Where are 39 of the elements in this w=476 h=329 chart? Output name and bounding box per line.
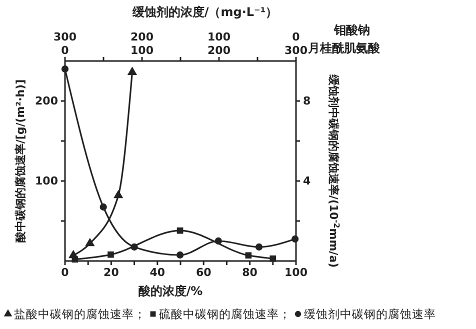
- point: [72, 256, 78, 263]
- point: [176, 251, 184, 259]
- point: [61, 65, 69, 73]
- x2-tick-label: 0: [292, 30, 300, 44]
- x-tick-label: 40: [150, 266, 166, 279]
- point: [176, 227, 184, 234]
- y2-tick-label: 8: [303, 94, 311, 108]
- x-tick-label: 20: [104, 266, 120, 279]
- x2-tick-label: 300: [54, 30, 77, 44]
- x-tick-label: 60: [196, 266, 212, 279]
- y2-tick-label: 4: [303, 174, 311, 188]
- point: [127, 66, 138, 75]
- text: 300: [284, 44, 308, 57]
- text: 100: [130, 44, 154, 57]
- legend-label: 盐酸中碳钢的腐蚀速率；: [14, 307, 146, 321]
- x2-tick-label: 100: [208, 30, 231, 44]
- point: [214, 237, 222, 245]
- text: 月桂酰肌氨酸: [307, 41, 381, 55]
- text: 0: [61, 44, 70, 57]
- x-tick-label: 0: [61, 266, 70, 279]
- legend-label: 硫酸中碳钢的腐蚀速率；: [159, 307, 291, 321]
- point: [114, 190, 124, 198]
- point: [255, 243, 263, 251]
- point: [292, 235, 299, 243]
- point: [270, 255, 276, 262]
- y-axis-title: 酸中碳钢的腐蚀速率/[g/(m²·h)]: [14, 79, 27, 243]
- point: [130, 243, 138, 251]
- x2-tick-label: 200: [130, 30, 154, 44]
- point: [245, 252, 252, 259]
- text: 200: [208, 44, 231, 57]
- x-tick-label: 100: [284, 266, 308, 279]
- point: [100, 203, 107, 211]
- point: [85, 238, 95, 246]
- x-tick-label: 80: [242, 266, 258, 279]
- x-axis-title: 酸的浓度/%: [138, 284, 203, 298]
- legend-label: 缓蚀剂中碳钢的腐蚀速率: [304, 307, 436, 321]
- chart-title: 缓蚀剂的浓度/（mg·L⁻¹）: [131, 5, 278, 19]
- point: [108, 251, 114, 258]
- x2-axis-title: 钼酸钠: [333, 23, 370, 37]
